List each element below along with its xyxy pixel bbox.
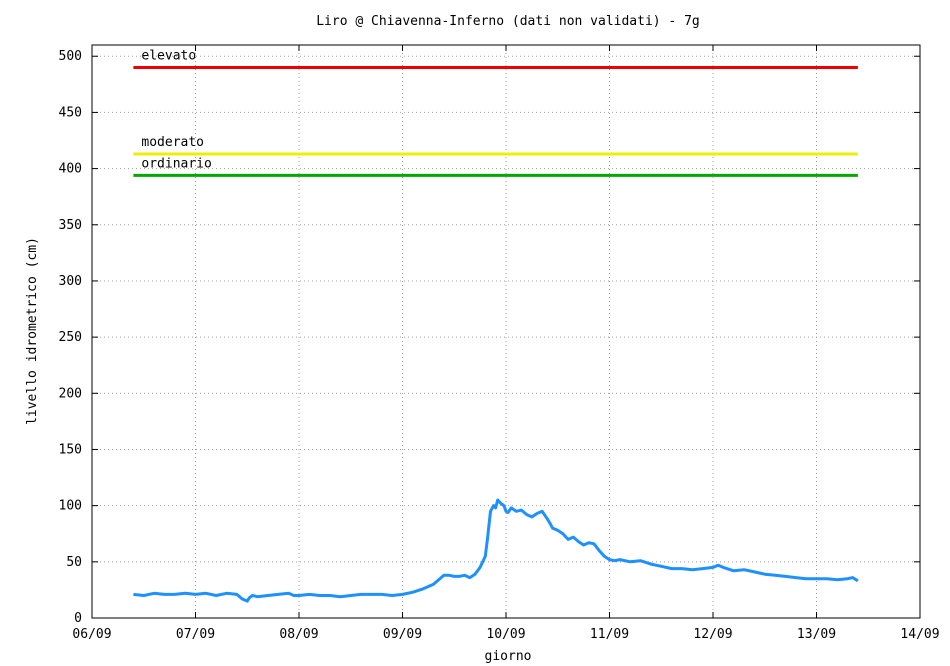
threshold-lines: elevato moderato ordinario: [133, 48, 858, 177]
y-tick-label: 250: [59, 330, 82, 345]
series-layer: [133, 498, 859, 603]
x-axis: 06/09 07/09 08/09 09/09 10/09 11/09 12/09 13/09…: [72, 45, 940, 642]
threshold-label-ordinario: ordinario: [141, 156, 211, 171]
chart-title: Liro @ Chiavenna-Inferno (dati non valid…: [316, 14, 700, 29]
y-tick-label: 300: [59, 274, 82, 289]
y-tick-label: 0: [74, 611, 82, 626]
x-tick-label: 09/09: [383, 627, 422, 642]
x-tick-label: 07/09: [176, 627, 215, 642]
x-tick-label: 12/09: [693, 627, 732, 642]
threshold-label-moderato: moderato: [141, 135, 204, 150]
threshold-label-elevato: elevato: [141, 48, 196, 63]
y-axis-label: livello idrometrico (cm): [25, 237, 40, 425]
x-tick-label: 13/09: [797, 627, 836, 642]
y-tick-label: 150: [59, 442, 82, 457]
series-line-0: [133, 498, 859, 603]
y-tick-label: 100: [59, 499, 82, 514]
y-tick-label: 350: [59, 218, 82, 233]
y-tick-label: 50: [66, 555, 82, 570]
x-tick-label: 06/09: [72, 627, 111, 642]
grid: [92, 45, 920, 618]
x-tick-label: 10/09: [486, 627, 525, 642]
plot-frame: [91, 44, 921, 619]
x-tick-label: 11/09: [590, 627, 629, 642]
y-tick-label: 400: [59, 162, 82, 177]
y-axis: 0 50 100 150 200 250 300 350 400 450 500: [59, 49, 920, 626]
y-tick-label: 200: [59, 386, 82, 401]
y-tick-label: 450: [59, 105, 82, 120]
x-tick-label: 08/09: [279, 627, 318, 642]
x-axis-label: giorno: [485, 649, 532, 664]
x-tick-label: 14/09: [900, 627, 939, 642]
y-tick-label: 500: [59, 49, 82, 64]
